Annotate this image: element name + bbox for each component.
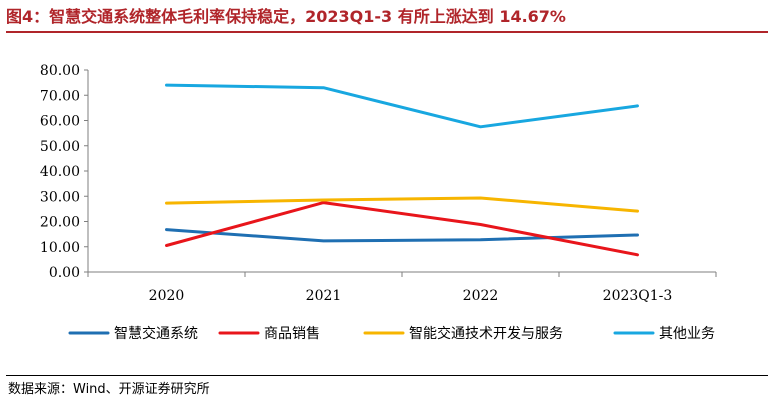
line-chart: 0.00 10.00 20.00 30.00 40.00 50.00 60.00 70.00 8… (40, 63, 717, 342)
series-line (165, 83, 639, 129)
legend-label: 智能交通技术开发与服务 (409, 325, 563, 342)
y-tick-label: 60.00 (40, 114, 80, 130)
chart-title: 图4：智慧交通系统整体毛利率保持稳定，2023Q1-3 有所上涨达到 14.67… (6, 7, 566, 26)
x-tick-label: 2020 (149, 288, 185, 304)
x-tick-label: 2022 (463, 288, 499, 304)
legend-label: 其他业务 (659, 326, 715, 342)
x-tick-label: 2021 (306, 288, 342, 304)
title-underline (6, 31, 768, 33)
legend-label: 智慧交通系统 (114, 325, 198, 342)
y-tick-label: 40.00 (40, 164, 80, 180)
y-tick-label: 80.00 (40, 63, 80, 79)
series-line (165, 201, 639, 257)
y-tick-label: 20.00 (40, 215, 80, 231)
series-line (165, 228, 639, 243)
y-tick-label: 0.00 (49, 265, 80, 281)
series-line (165, 196, 639, 213)
source-note: 数据来源：Wind、开源证券研究所 (8, 382, 210, 397)
y-tick-label: 10.00 (40, 240, 80, 256)
legend-label: 商品销售 (264, 326, 320, 342)
x-tick-label: 2023Q1-3 (603, 288, 673, 304)
footer-divider (6, 375, 768, 376)
y-tick-label: 30.00 (40, 189, 80, 205)
y-tick-label: 70.00 (40, 88, 80, 104)
y-tick-label: 50.00 (40, 139, 80, 155)
